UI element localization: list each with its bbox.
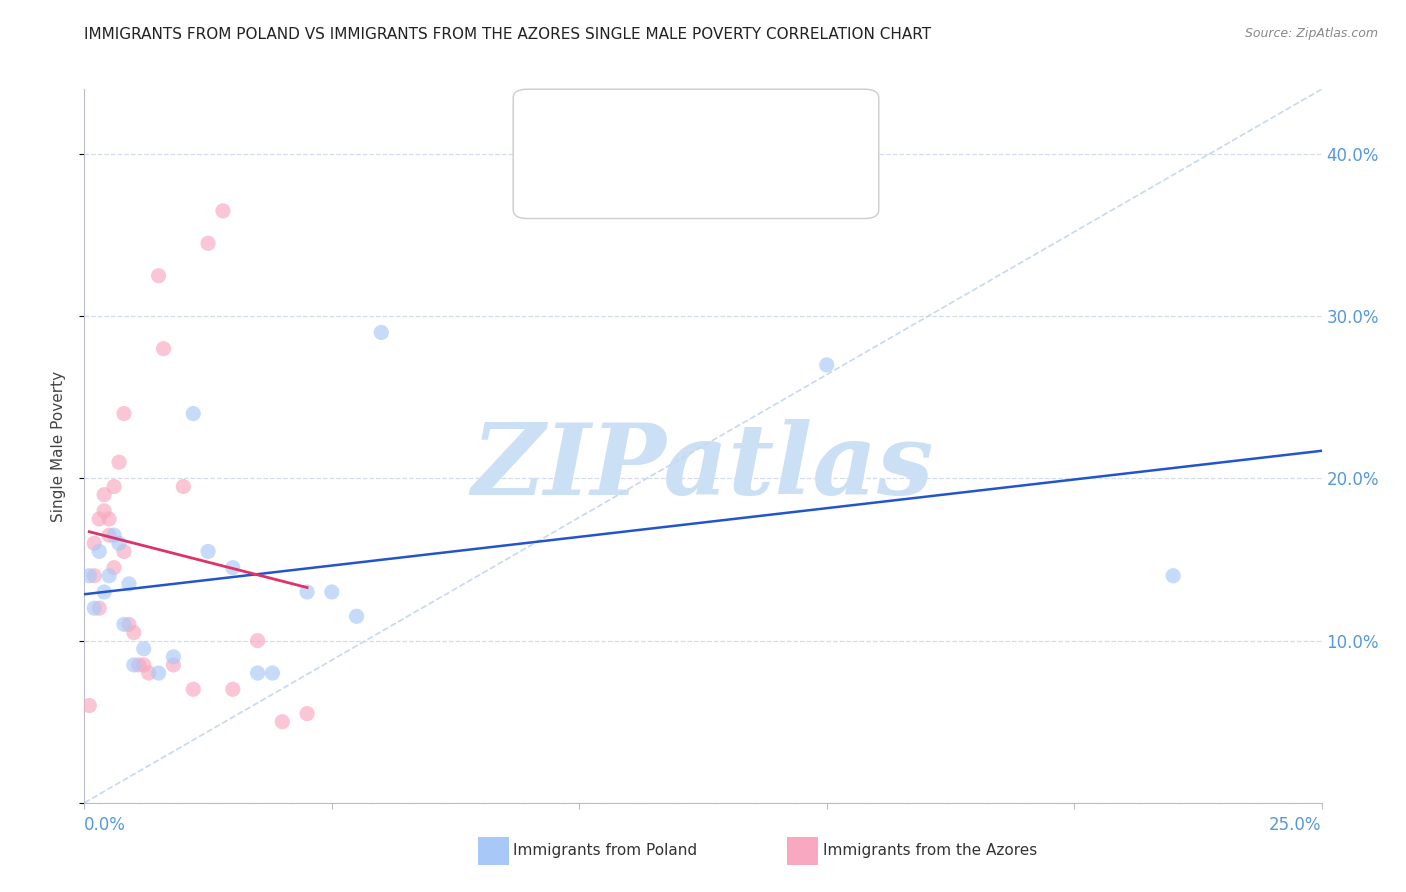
Point <box>321 585 343 599</box>
Point <box>79 698 101 713</box>
Point <box>89 512 111 526</box>
Point <box>103 479 125 493</box>
Text: Immigrants from Poland: Immigrants from Poland <box>513 843 697 858</box>
Point <box>1161 568 1184 582</box>
Point <box>197 236 219 251</box>
Text: R = 0.106: R = 0.106 <box>576 112 666 129</box>
Text: N = 24: N = 24 <box>731 112 799 129</box>
Point <box>98 568 121 582</box>
Point <box>98 528 121 542</box>
Point <box>98 512 121 526</box>
Point <box>118 617 141 632</box>
Point <box>103 560 125 574</box>
Text: N = 30: N = 30 <box>731 152 799 169</box>
Point <box>181 682 204 697</box>
Text: ZIPatlas: ZIPatlas <box>472 419 934 516</box>
Point <box>132 657 155 672</box>
Point <box>108 536 131 550</box>
Point <box>162 657 184 672</box>
Point <box>212 203 235 218</box>
Point <box>132 641 155 656</box>
Point <box>83 601 105 615</box>
Point <box>181 407 204 421</box>
Point <box>79 568 101 582</box>
Point <box>346 609 368 624</box>
Point <box>246 633 269 648</box>
Y-axis label: Single Male Poverty: Single Male Poverty <box>51 370 66 522</box>
Point <box>271 714 294 729</box>
Point <box>112 544 135 558</box>
Point <box>118 577 141 591</box>
Point <box>246 666 269 681</box>
Text: IMMIGRANTS FROM POLAND VS IMMIGRANTS FROM THE AZORES SINGLE MALE POVERTY CORRELA: IMMIGRANTS FROM POLAND VS IMMIGRANTS FRO… <box>84 27 932 42</box>
Point <box>148 666 170 681</box>
Point <box>815 358 838 372</box>
Point <box>148 268 170 283</box>
Point <box>197 544 219 558</box>
Point <box>295 706 318 721</box>
Point <box>122 625 145 640</box>
Point <box>162 649 184 664</box>
Text: 0.0%: 0.0% <box>84 816 127 834</box>
Point <box>122 657 145 672</box>
Point <box>83 536 105 550</box>
Point <box>112 407 135 421</box>
Point <box>138 666 160 681</box>
Point <box>295 585 318 599</box>
Point <box>222 682 245 697</box>
Point <box>262 666 284 681</box>
Point <box>370 326 392 340</box>
Point <box>112 617 135 632</box>
Point <box>93 504 115 518</box>
Text: Source: ZipAtlas.com: Source: ZipAtlas.com <box>1244 27 1378 40</box>
Point <box>103 528 125 542</box>
Text: 25.0%: 25.0% <box>1270 816 1322 834</box>
Text: Immigrants from the Azores: Immigrants from the Azores <box>823 843 1036 858</box>
Point <box>83 568 105 582</box>
Point <box>89 601 111 615</box>
Point <box>128 657 150 672</box>
Point <box>93 488 115 502</box>
Point <box>172 479 194 493</box>
Point <box>108 455 131 469</box>
Text: R = 0.275: R = 0.275 <box>576 152 666 169</box>
Point <box>222 560 245 574</box>
Point <box>152 342 174 356</box>
Point <box>89 544 111 558</box>
Point <box>93 585 115 599</box>
